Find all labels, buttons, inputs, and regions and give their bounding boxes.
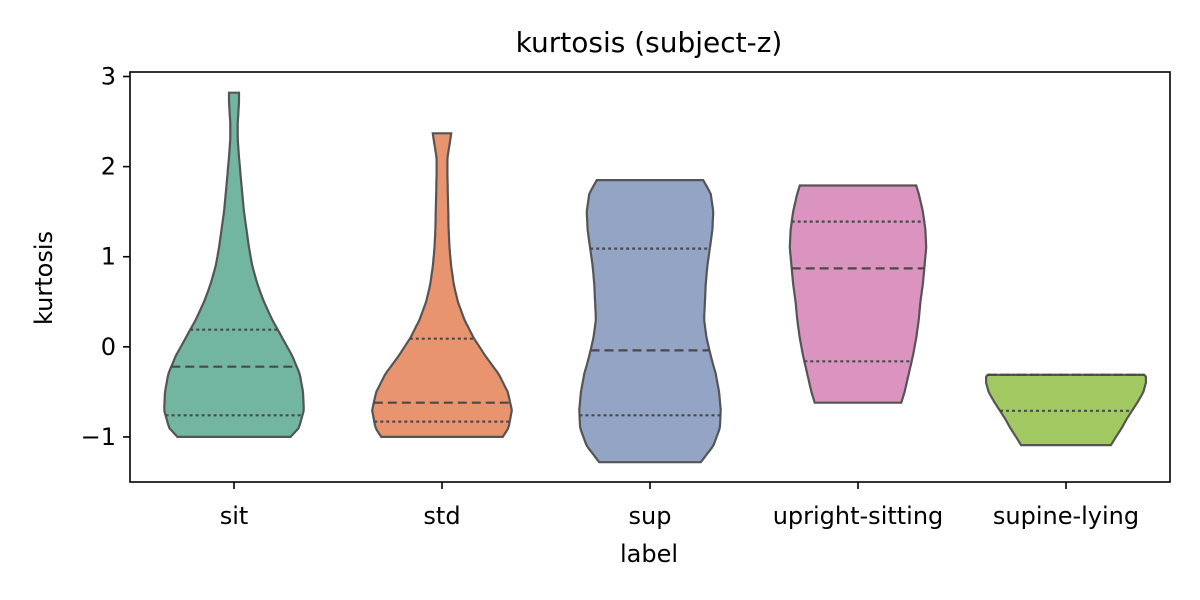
y-tick-label: −1 (81, 423, 116, 451)
violin-body-upright-sitting (788, 184, 928, 404)
violin-sit (163, 91, 305, 438)
y-axis-label: kurtosis (30, 231, 58, 325)
violins-group (163, 91, 1147, 464)
y-tick-label: 0 (101, 333, 116, 361)
violin-sup (578, 179, 722, 464)
x-axis-label: label (620, 540, 678, 568)
chart-title: kurtosis (subject-z) (516, 26, 783, 59)
violin-body-sit (163, 91, 305, 438)
y-tick-label: 3 (101, 63, 116, 91)
x-tick-label-upright-sitting: upright-sitting (773, 502, 944, 530)
x-tick-label-std: std (423, 502, 460, 530)
x-tick-label-sup: sup (629, 502, 672, 530)
x-axis-ticks: sit std sup upright-sitting supine-lying (220, 482, 1139, 530)
violin-upright-sitting (788, 184, 928, 404)
y-axis-ticks: −1 0 1 2 3 (81, 63, 130, 451)
x-tick-label-sit: sit (220, 502, 249, 530)
x-tick-label-supine-lying: supine-lying (993, 502, 1139, 530)
violin-std (371, 132, 513, 438)
violin-body-std (371, 132, 513, 438)
y-tick-label: 2 (101, 153, 116, 181)
y-tick-label: 1 (101, 243, 116, 271)
violin-body-sup (578, 179, 722, 464)
violin-supine-lying (985, 373, 1147, 447)
